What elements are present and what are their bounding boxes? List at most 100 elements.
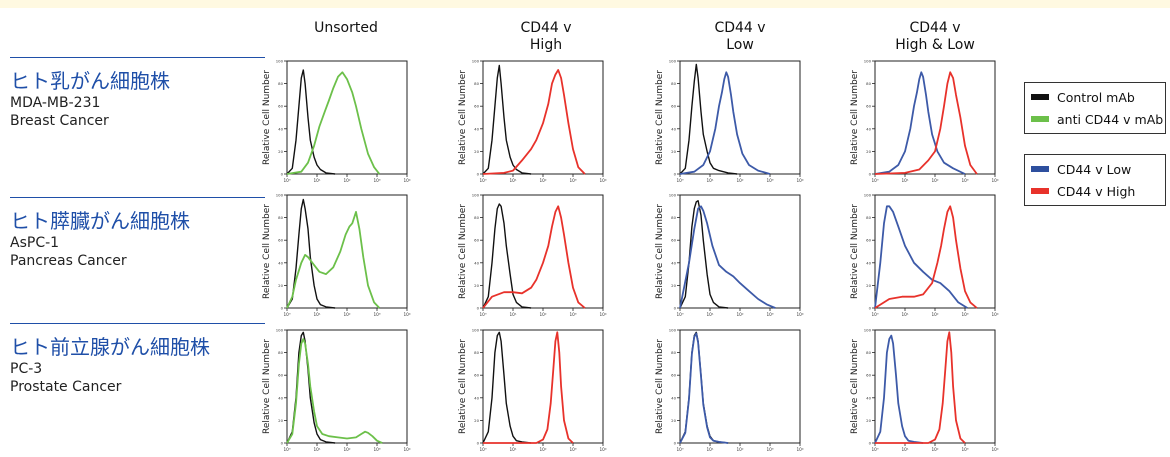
y-axis-label: Relative Cell Number	[655, 204, 665, 299]
y-tick-label: 0	[869, 306, 872, 311]
x-tick-label: 10³	[569, 178, 576, 183]
row-jp-title: ヒト膵臓がん細胞株	[10, 209, 190, 233]
legend-box-antibody: Control mAb anti CD44 v mAb	[1024, 82, 1166, 134]
series-line-low	[874, 334, 924, 444]
series-line-control	[482, 203, 532, 309]
y-tick-label: 80	[866, 215, 871, 220]
y-axis-label: Relative Cell Number	[458, 339, 468, 434]
x-tick-label: 10¹	[706, 178, 713, 183]
legend-swatch-high	[1031, 188, 1049, 194]
x-tick-label: 10⁴	[796, 312, 803, 317]
y-tick-label: 100	[276, 59, 284, 64]
x-tick-label: 10¹	[901, 312, 908, 317]
x-tick-label: 10²	[343, 312, 350, 317]
row-cancer-type: Breast Cancer	[10, 113, 109, 129]
y-tick-label: 40	[474, 126, 479, 131]
x-tick-label: 10⁴	[599, 312, 606, 317]
series-line-high	[874, 71, 978, 175]
x-tick-label: 10²	[343, 447, 350, 452]
series-line-control	[286, 198, 336, 309]
y-tick-label: 100	[472, 328, 480, 333]
y-tick-label: 0	[869, 172, 872, 177]
y-tick-label: 20	[671, 283, 676, 288]
x-tick-label: 10¹	[313, 178, 320, 183]
x-tick-label: 10²	[736, 178, 743, 183]
y-tick-label: 60	[866, 104, 871, 109]
row-label-prostate: ヒト前立腺がん細胞株 PC-3 Prostate Cancer	[10, 323, 265, 396]
y-tick-label: 80	[671, 350, 676, 355]
y-tick-label: 80	[474, 81, 479, 86]
x-tick-label: 10¹	[509, 178, 516, 183]
x-tick-label: 10¹	[901, 447, 908, 452]
y-tick-label: 20	[866, 283, 871, 288]
y-tick-label: 60	[671, 373, 676, 378]
y-axis-label: Relative Cell Number	[458, 70, 468, 165]
y-tick-label: 0	[674, 441, 677, 446]
y-tick-label: 100	[276, 193, 284, 198]
x-tick-label: 10⁴	[991, 447, 998, 452]
x-tick-label: 10⁰	[479, 312, 486, 317]
y-axis-label: Relative Cell Number	[850, 204, 860, 299]
legend-label-control: Control mAb	[1057, 89, 1135, 105]
x-tick-label: 10⁴	[599, 447, 606, 452]
series-line-high	[483, 331, 574, 444]
series-line-high	[482, 205, 586, 309]
row-divider	[10, 197, 265, 198]
x-tick-label: 10²	[539, 178, 546, 183]
x-tick-label: 10²	[736, 312, 743, 317]
column-header-cd44v-high-low: CD44 v High & Low	[895, 20, 975, 53]
x-tick-label: 10³	[766, 312, 773, 317]
x-tick-label: 10¹	[509, 447, 516, 452]
y-tick-label: 20	[278, 418, 283, 423]
series-line-control	[679, 63, 738, 175]
x-tick-label: 10⁰	[676, 447, 683, 452]
legend-box-population: CD44 v Low CD44 v High	[1024, 154, 1166, 206]
y-tick-label: 80	[278, 215, 283, 220]
y-tick-label: 0	[477, 172, 480, 177]
x-tick-label: 10⁰	[871, 178, 878, 183]
x-tick-label: 10³	[373, 447, 380, 452]
plot-frame	[874, 194, 996, 309]
y-tick-label: 100	[472, 193, 480, 198]
x-tick-label: 10³	[373, 178, 380, 183]
row-label-breast: ヒト乳がん細胞株 MDA-MB-231 Breast Cancer	[10, 57, 265, 130]
plot-frame	[286, 194, 408, 309]
x-tick-label: 10⁴	[403, 447, 410, 452]
x-tick-label: 10⁰	[676, 178, 683, 183]
row-cell-line: MDA-MB-231	[10, 95, 101, 111]
row-cell-line: PC-3	[10, 361, 43, 377]
legend-swatch-low	[1031, 166, 1049, 172]
series-line-control	[482, 331, 532, 444]
y-tick-label: 40	[474, 260, 479, 265]
plot-frame	[874, 60, 996, 175]
y-tick-label: 80	[671, 81, 676, 86]
row-label-pancreas: ヒト膵臓がん細胞株 AsPC-1 Pancreas Cancer	[10, 197, 265, 270]
x-tick-label: 10¹	[706, 447, 713, 452]
x-tick-label: 10¹	[313, 312, 320, 317]
y-tick-label: 100	[669, 59, 677, 64]
series-line-control	[286, 69, 336, 175]
top-band	[0, 0, 1170, 8]
x-tick-label: 10¹	[509, 312, 516, 317]
y-tick-label: 40	[866, 395, 871, 400]
y-axis-label: Relative Cell Number	[655, 70, 665, 165]
y-axis-label: Relative Cell Number	[262, 204, 272, 299]
y-tick-label: 40	[671, 395, 676, 400]
x-tick-label: 10¹	[901, 178, 908, 183]
y-tick-label: 0	[674, 306, 677, 311]
y-tick-label: 100	[472, 59, 480, 64]
series-line-anti	[286, 338, 383, 444]
x-tick-label: 10³	[569, 312, 576, 317]
y-tick-label: 20	[671, 149, 676, 154]
y-tick-label: 60	[278, 238, 283, 243]
y-tick-label: 0	[477, 441, 480, 446]
plot-frame	[679, 60, 801, 175]
series-line-high	[874, 205, 978, 309]
y-tick-label: 80	[278, 81, 283, 86]
legend-label-anti: anti CD44 v mAb	[1057, 111, 1164, 127]
x-tick-label: 10⁴	[403, 178, 410, 183]
y-tick-label: 80	[474, 350, 479, 355]
x-tick-label: 10³	[961, 447, 968, 452]
row-cell-line: AsPC-1	[10, 235, 60, 251]
